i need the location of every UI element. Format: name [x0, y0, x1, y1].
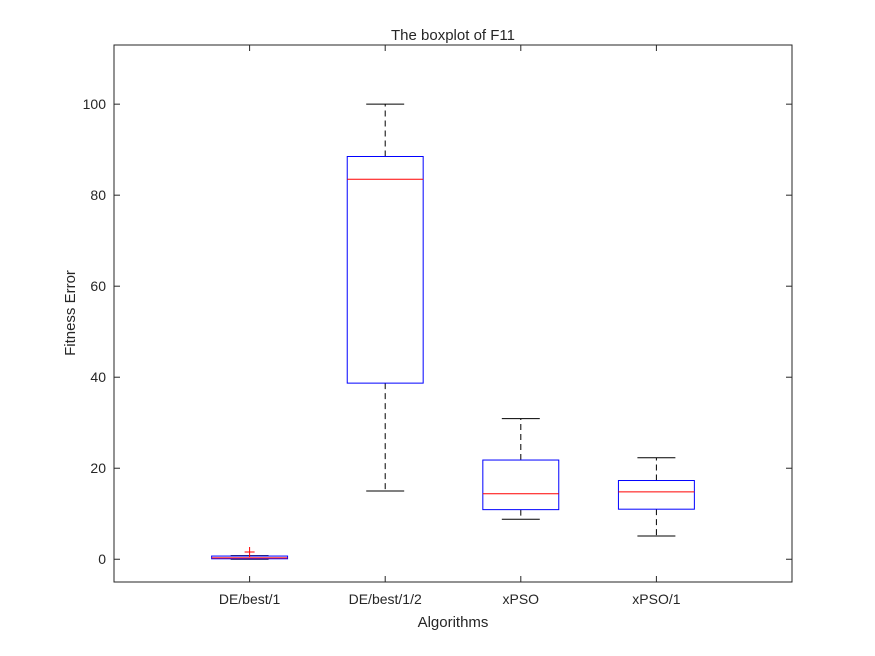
x-tick-label: DE/best/1/2: [349, 591, 422, 607]
y-tick-label: 20: [90, 460, 106, 476]
chart-marks: [211, 103, 695, 560]
plot-area: [113, 44, 793, 583]
box-group: [617, 457, 695, 537]
box: [346, 155, 424, 384]
x-axis-label: Algorithms: [418, 614, 489, 631]
x-tick-label: xPSO: [503, 591, 540, 607]
x-tick-label: DE/best/1: [219, 591, 281, 607]
x-tick-label: xPSO/1: [632, 591, 680, 607]
y-tick-label: 60: [90, 278, 106, 294]
y-tick-label: 100: [83, 96, 107, 112]
y-tick-label: 80: [90, 187, 106, 203]
y-tick-label: 0: [98, 551, 106, 567]
y-axis: 0 20 40 60 80 100: [83, 96, 792, 567]
box-group: [211, 546, 289, 560]
outlier-marker: [244, 546, 255, 557]
box-group: [482, 418, 560, 520]
y-axis-label: Fitness Error: [62, 270, 79, 356]
box: [482, 459, 560, 511]
box: [617, 480, 695, 510]
x-axis: DE/best/1 DE/best/1/2 xPSO xPSO/1: [219, 45, 681, 607]
chart-title: The boxplot of F11: [391, 27, 515, 44]
box-group: [346, 103, 424, 492]
y-tick-label: 40: [90, 369, 106, 385]
